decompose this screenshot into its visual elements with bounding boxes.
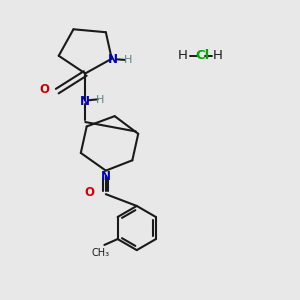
Text: CH₃: CH₃: [92, 248, 110, 258]
Text: Cl: Cl: [196, 49, 210, 62]
Text: O: O: [39, 83, 49, 96]
Text: H: H: [96, 95, 104, 105]
Text: N: N: [108, 53, 118, 66]
Text: H: H: [124, 55, 132, 65]
Text: H: H: [213, 49, 223, 62]
Text: O: O: [85, 186, 94, 199]
Text: H: H: [178, 49, 187, 62]
Text: N: N: [101, 170, 111, 183]
Text: N: N: [80, 95, 90, 108]
